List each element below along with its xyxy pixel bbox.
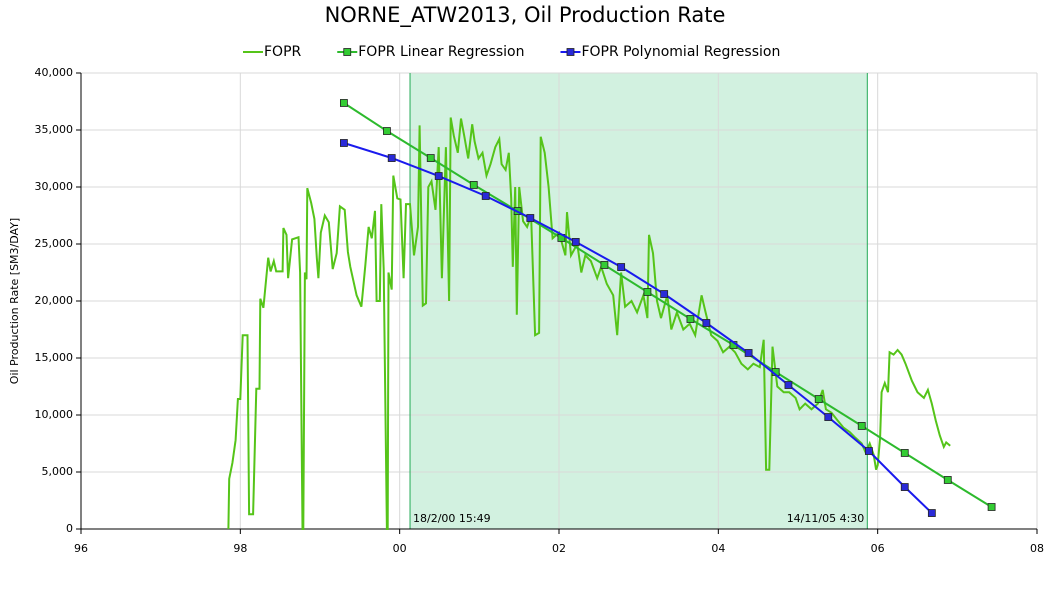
y-tick-label: 0 — [66, 522, 73, 535]
data-point — [814, 395, 823, 403]
y-tick-label: 15,000 — [35, 351, 74, 364]
y-tick-label: 40,000 — [35, 66, 74, 79]
y-tick-label: 25,000 — [35, 237, 74, 250]
data-point — [481, 192, 490, 200]
data-point — [387, 154, 396, 162]
data-point — [383, 127, 391, 135]
legend-item: FOPR Linear Regression — [337, 44, 524, 60]
data-point — [643, 288, 652, 296]
data-point — [857, 422, 866, 430]
data-point — [571, 238, 580, 246]
data-point — [434, 172, 443, 180]
data-point — [469, 181, 478, 189]
legend-label: FOPR — [264, 44, 302, 60]
legend-item: FOPR — [243, 44, 302, 60]
region-end-label: 14/11/05 4:30 — [787, 512, 865, 525]
data-point — [600, 261, 609, 269]
data-point — [900, 449, 909, 457]
data-point — [526, 214, 535, 222]
data-point — [339, 139, 348, 147]
data-point — [824, 413, 833, 421]
legend-marker — [343, 48, 352, 56]
x-tick-label: 98 — [233, 542, 247, 555]
y-tick-label: 30,000 — [35, 180, 74, 193]
x-tick-label: 00 — [393, 542, 407, 555]
data-point — [339, 99, 348, 107]
data-point — [426, 154, 435, 162]
legend-marker — [566, 48, 575, 56]
y-axis-label: Oil Production Rate [SM3/DAY] — [8, 218, 21, 384]
data-point — [927, 509, 936, 517]
data-point — [865, 447, 873, 455]
series-line — [343, 102, 993, 508]
y-tick-label: 5,000 — [42, 465, 74, 478]
chart-title: NORNE_ATW2013, Oil Production Rate — [325, 3, 726, 28]
y-tick-label: 10,000 — [35, 408, 74, 421]
data-point — [784, 381, 793, 389]
data-point — [900, 483, 909, 491]
data-point — [943, 476, 952, 484]
y-tick-label: 20,000 — [35, 294, 74, 307]
data-point — [617, 263, 626, 271]
region-start-label: 18/2/00 15:49 — [413, 512, 491, 525]
legend-item: FOPR Polynomial Regression — [560, 44, 780, 60]
x-tick-label: 04 — [711, 542, 725, 555]
y-tick-label: 35,000 — [35, 123, 74, 136]
data-point — [660, 290, 669, 298]
data-point — [702, 319, 711, 327]
x-tick-label: 06 — [871, 542, 885, 555]
x-tick-label: 08 — [1030, 542, 1044, 555]
x-tick-label: 96 — [74, 542, 88, 555]
data-point — [744, 349, 753, 357]
data-point — [686, 315, 695, 323]
legend-label: FOPR Polynomial Regression — [581, 44, 780, 60]
legend-label: FOPR Linear Regression — [358, 44, 524, 60]
data-point — [987, 503, 996, 511]
x-tick-label: 02 — [552, 542, 566, 555]
